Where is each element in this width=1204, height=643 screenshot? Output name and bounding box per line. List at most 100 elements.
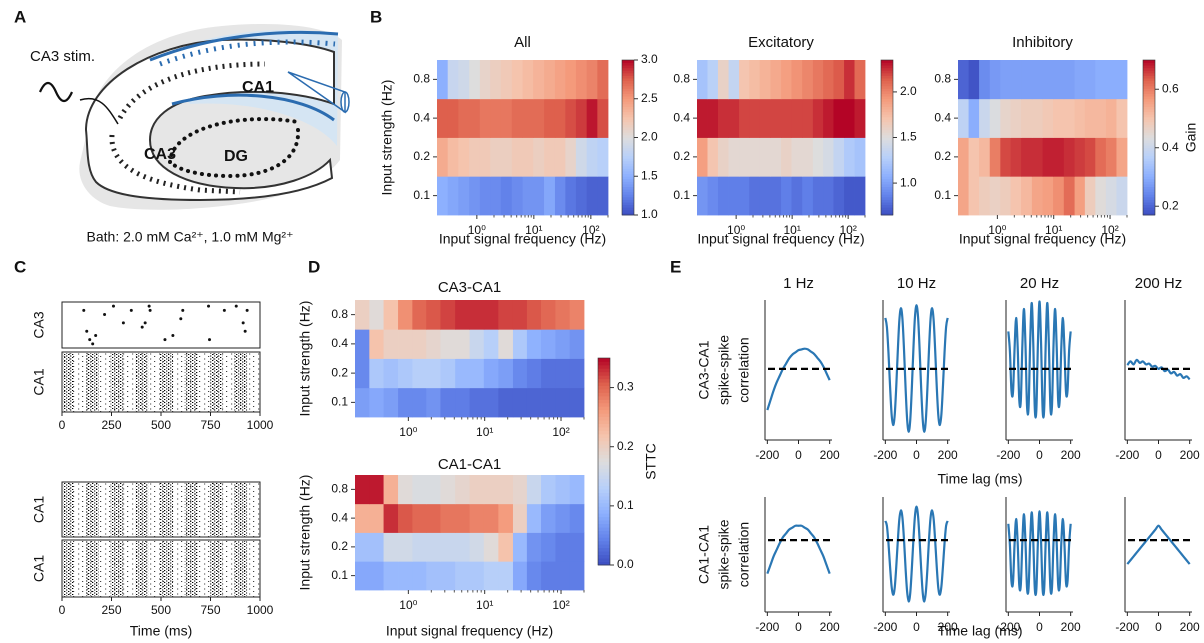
heatmap-cell [968,60,980,100]
heatmap-cell [1063,60,1075,100]
colorbar-step [881,181,893,185]
colorbar-step [881,80,893,84]
colorbar-step [622,101,634,105]
chart-title: CA1-CA1 [438,456,501,473]
spike [85,329,89,333]
heatmap-cell [717,137,729,177]
heatmap-cell [483,329,499,359]
colorbar-step [1143,109,1155,113]
heatmap-cell [554,98,566,138]
colorbar-step [598,458,610,462]
heatmap-cell [483,561,499,591]
heatmap-cell [1042,176,1054,216]
colorbar-step [1143,111,1155,115]
heatmap-cell [555,329,571,359]
heatmap-cell [1042,60,1054,100]
heatmap-cell [802,98,814,138]
y-axis-label: CA3-CA1 [696,340,712,399]
heatmap-cell [440,387,456,418]
heatmap-cell [958,137,969,177]
colorbar-step [881,137,893,141]
colorbar-step [1143,137,1155,141]
colorbar-step [622,186,634,190]
spike-burst [209,483,223,536]
heatmap-cell [533,176,545,216]
heatmap-cell [490,60,502,100]
heatmap-cell [968,98,980,138]
heatmap-cell [544,98,556,138]
colorbar-step [1143,83,1155,87]
colorbar-step [1143,186,1155,190]
x-axis-label: Input signal frequency (Hz) [959,231,1126,247]
x-tick-label: -200 [996,620,1020,634]
colorbar-step [881,176,893,180]
heatmap-cell [781,176,792,216]
colorbar-label: Gain [1183,123,1199,153]
heatmap-cell [469,98,481,138]
heatmap-cell [565,98,577,138]
heatmap-cell [383,532,399,562]
colorbar-step [881,155,893,159]
x-tick-label: 0 [795,620,802,634]
heatmap-cell [383,561,399,591]
heatmap-cell [1021,176,1033,216]
colorbar-step [598,423,610,428]
colorbar-step [881,119,893,123]
heatmap-cell [1053,60,1065,100]
colorbar-step [598,364,610,369]
colorbar-step [881,204,893,208]
chart-title: 10 Hz [897,275,936,292]
heatmap-cell [479,137,491,177]
heatmap-cell [355,329,370,359]
colorbar-step [1143,62,1155,66]
colorbar-step [598,420,610,424]
colorbar-step [1143,184,1155,187]
heatmap-cell [426,475,441,505]
heatmap-cell [844,98,855,138]
colorbar-step [598,502,610,507]
heatmap-cell [511,98,523,138]
heatmap-cell [555,503,571,533]
heatmap-cell [575,98,588,138]
heatmap-cell [759,60,771,100]
heatmap-cell [979,137,991,177]
colorbar-step [622,171,634,175]
colorbar-step [1143,60,1155,63]
colorbar-step [881,163,893,167]
correlation-line [766,524,831,575]
heatmap-cell [1084,137,1096,177]
heatmap-cell [802,60,814,100]
y-tick-label: 0.1 [413,188,430,202]
heatmap-cell [458,176,470,216]
heatmap-cell [791,60,803,100]
colorbar-step [598,399,610,404]
y-tick-label: 0.2 [331,539,348,553]
colorbar-step [1143,207,1155,211]
colorbar-step [598,499,610,504]
colorbar-step [622,122,634,125]
heatmap-cell [1000,137,1011,177]
heatmap-cell [781,98,792,138]
ca1-layer [171,93,335,122]
heatmap-cell [369,503,384,533]
colorbar-step [881,60,893,63]
heatmap-cell [697,98,708,138]
heatmap-cell [426,387,441,418]
colorbar-step [1143,67,1155,71]
heatmap-cell [1010,98,1022,138]
heatmap-cell [1084,60,1096,100]
heatmap-cell [1010,60,1022,100]
colorbar-step [598,489,610,493]
x-tick-label: 10² [552,598,569,612]
heatmap-cell [728,98,740,138]
colorbar-step [1143,196,1155,200]
colorbar-step [622,96,634,100]
spike-burst [62,483,74,536]
colorbar-step [881,207,893,211]
colorbar-step [1143,140,1155,144]
heatmap-cell [512,300,528,330]
x-tick-label: 0 [1155,620,1162,634]
heatmap-cell [426,532,441,562]
panel-label: E [670,257,681,276]
